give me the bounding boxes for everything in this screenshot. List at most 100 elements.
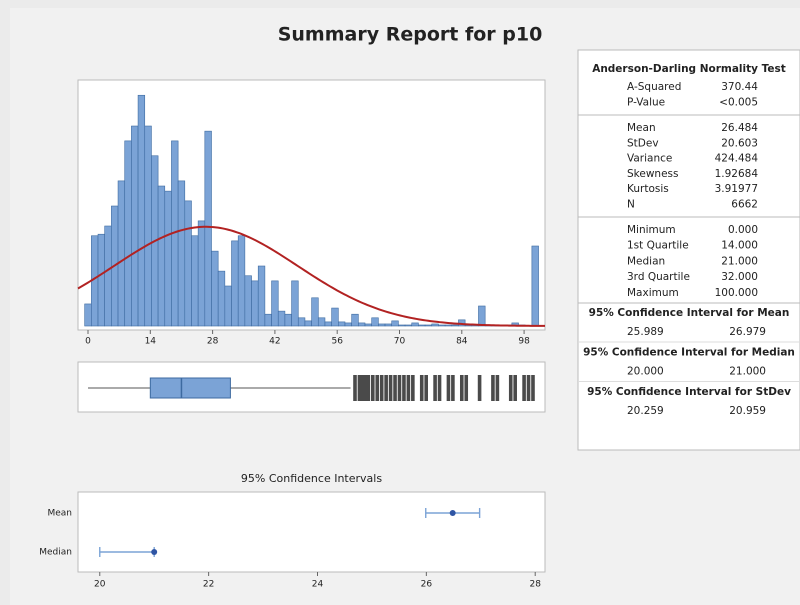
histogram-bar	[364, 323, 372, 327]
stat-label: Mean	[627, 122, 656, 134]
histogram-bar	[284, 313, 292, 327]
histogram-bar	[224, 285, 232, 327]
histogram-bar	[184, 200, 192, 327]
interval-high: 20.959	[729, 405, 766, 417]
histogram-bar	[211, 250, 219, 327]
x-tick-label: 70	[394, 337, 406, 347]
stat-value: 370.44	[721, 81, 758, 93]
histogram-bar	[231, 240, 239, 327]
histogram-bar	[271, 280, 279, 327]
outlier	[411, 375, 415, 401]
stat-label: N	[627, 199, 635, 211]
x-tick-label: 24	[312, 580, 324, 590]
interval-point	[449, 510, 456, 516]
outlier	[402, 375, 406, 401]
outlier	[357, 375, 362, 401]
histogram-bar	[157, 185, 166, 327]
outlier	[384, 375, 388, 401]
outlier	[362, 375, 366, 401]
histogram-bar	[124, 140, 132, 327]
histogram-bar	[137, 94, 146, 327]
stat-value: 26.484	[721, 122, 758, 134]
stat-label: StDev	[627, 137, 659, 149]
summary-table	[577, 49, 800, 451]
histogram-bar	[251, 280, 259, 327]
histogram-bar	[371, 317, 379, 327]
histogram-bar	[444, 324, 453, 327]
histogram-bar	[451, 324, 459, 327]
interval-panel	[77, 491, 546, 573]
interval-low: 20.000	[627, 366, 664, 378]
histogram-bar	[97, 233, 105, 327]
outlier	[424, 375, 428, 401]
stat-label: P-Value	[627, 97, 665, 109]
stat-label: 1st Quartile	[627, 240, 689, 252]
outlier	[370, 375, 375, 401]
histogram-bar	[204, 130, 212, 327]
outlier	[464, 375, 469, 401]
outlier	[406, 375, 411, 401]
stat-value: 6662	[731, 199, 758, 211]
outlier	[446, 375, 451, 401]
stat-value: 1.92684	[715, 168, 759, 180]
histogram-bar	[304, 320, 312, 327]
outlier	[531, 375, 535, 401]
histogram-bar	[398, 324, 406, 327]
stat-value: 3.91977	[715, 183, 758, 195]
normal-fit-curve	[77, 225, 546, 327]
histogram-bar	[391, 320, 399, 327]
stat-label: Maximum	[627, 287, 679, 299]
stat-value: 21.000	[721, 255, 758, 267]
stat-label: A-Squared	[627, 81, 681, 93]
table-header: Anderson-Darling Normality Test	[592, 63, 786, 75]
histogram-bar	[131, 125, 139, 327]
outlier	[397, 375, 402, 401]
histogram-bar	[378, 323, 386, 327]
outlier	[375, 375, 380, 401]
histogram-bar	[197, 220, 206, 327]
stat-label: Skewness	[627, 168, 678, 180]
histogram-bar	[257, 265, 266, 327]
x-tick-label: 20	[94, 580, 106, 590]
outlier	[526, 375, 531, 401]
stat-label: Median	[627, 255, 665, 267]
outlier	[388, 375, 393, 401]
outlier	[359, 375, 364, 401]
histogram-bar	[404, 324, 413, 327]
interval-high: 21.000	[729, 366, 766, 378]
stat-value: <0.005	[719, 97, 758, 109]
interval-low: 20.259	[627, 405, 664, 417]
histogram-bar	[117, 180, 126, 327]
outlier	[437, 375, 442, 401]
interval-low: 25.989	[627, 326, 664, 338]
histogram-bar	[438, 324, 446, 327]
histogram-bar	[317, 317, 326, 327]
outlier	[419, 375, 424, 401]
histogram-bar	[344, 322, 352, 327]
histogram-bar	[84, 303, 92, 327]
stat-label: Minimum	[627, 224, 676, 236]
x-tick-label: 14	[145, 337, 157, 347]
histogram-bar	[331, 307, 339, 327]
histogram-bar	[384, 323, 393, 327]
x-tick-label: 42	[269, 337, 280, 347]
boxplot-panel	[77, 361, 546, 413]
stat-label: 3rd Quartile	[627, 271, 690, 283]
interval-label: Mean	[47, 509, 72, 519]
histogram-bar	[237, 235, 246, 327]
histogram-bar	[338, 321, 346, 327]
histogram-bar	[431, 323, 439, 327]
histogram-bar	[418, 324, 426, 327]
histogram-bar	[104, 225, 112, 327]
histogram-bar	[324, 321, 332, 327]
outlier	[451, 375, 455, 401]
histogram-bar	[144, 125, 152, 327]
stat-value: 100.000	[715, 287, 758, 299]
x-tick-label: 28	[529, 580, 541, 590]
interval-heading: 95% Confidence Interval for Median	[583, 347, 795, 359]
outlier	[508, 375, 513, 401]
histogram-bar	[244, 275, 252, 327]
histogram-bar	[277, 310, 286, 327]
x-tick-label: 28	[207, 337, 219, 347]
